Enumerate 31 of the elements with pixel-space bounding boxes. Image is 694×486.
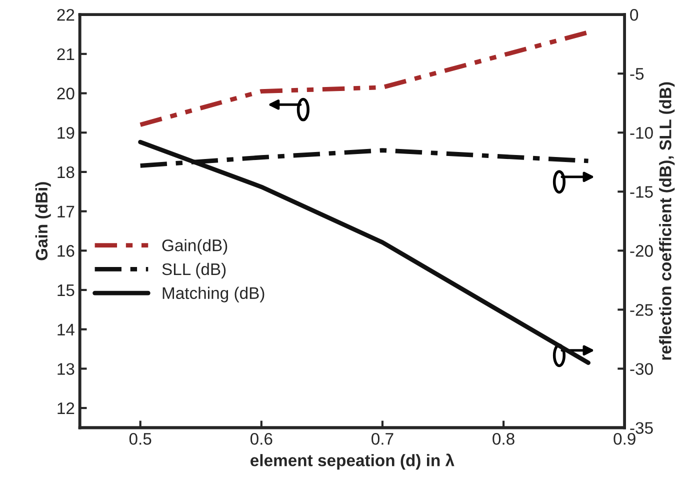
legend-label: Gain(dB) <box>162 239 228 255</box>
y-tick-label: 18 <box>58 166 74 178</box>
y-tick-label: 21 <box>57 48 74 60</box>
legend-label: SLL (dB) <box>162 262 226 278</box>
y-tick-label: 12 <box>58 402 74 414</box>
x-tick-label: 0.5 <box>129 432 152 445</box>
y-tick-label: 22 <box>57 8 74 21</box>
y2-axis-title: reflection coefficient (dB), SLL (dB) <box>659 82 675 360</box>
x-tick-label: 0.7 <box>372 432 394 445</box>
y-tick-label: 17 <box>58 206 74 218</box>
y2-tick-label: -15 <box>630 186 653 198</box>
y-tick-label: 19 <box>58 127 74 139</box>
y-axis-title: Gain (dBi) <box>35 182 51 260</box>
line-series <box>138 140 591 365</box>
y2-tick-label: -10 <box>630 127 653 139</box>
y2-tick-label: -35 <box>630 422 653 434</box>
legend-label: Matching (dB) <box>162 286 264 302</box>
y-tick-label: 15 <box>58 284 74 296</box>
x-axis-title: element sepeation (d) in λ <box>250 454 454 470</box>
x-tick-label: 0.8 <box>492 432 514 445</box>
y-tick-label: 20 <box>57 88 74 100</box>
y-tick-label: 13 <box>58 363 74 375</box>
y2-tick-label: -5 <box>630 68 644 80</box>
y-tick-label: 14 <box>58 324 74 336</box>
y2-tick-label: -30 <box>630 363 653 375</box>
y2-tick-label: 0 <box>630 8 638 21</box>
x-tick-label: 0.6 <box>250 432 272 445</box>
y2-tick-label: -20 <box>630 245 653 257</box>
y2-tick-label: -25 <box>630 304 653 316</box>
x-tick-label: 0.9 <box>614 432 636 445</box>
y-tick-label: 16 <box>58 245 74 257</box>
